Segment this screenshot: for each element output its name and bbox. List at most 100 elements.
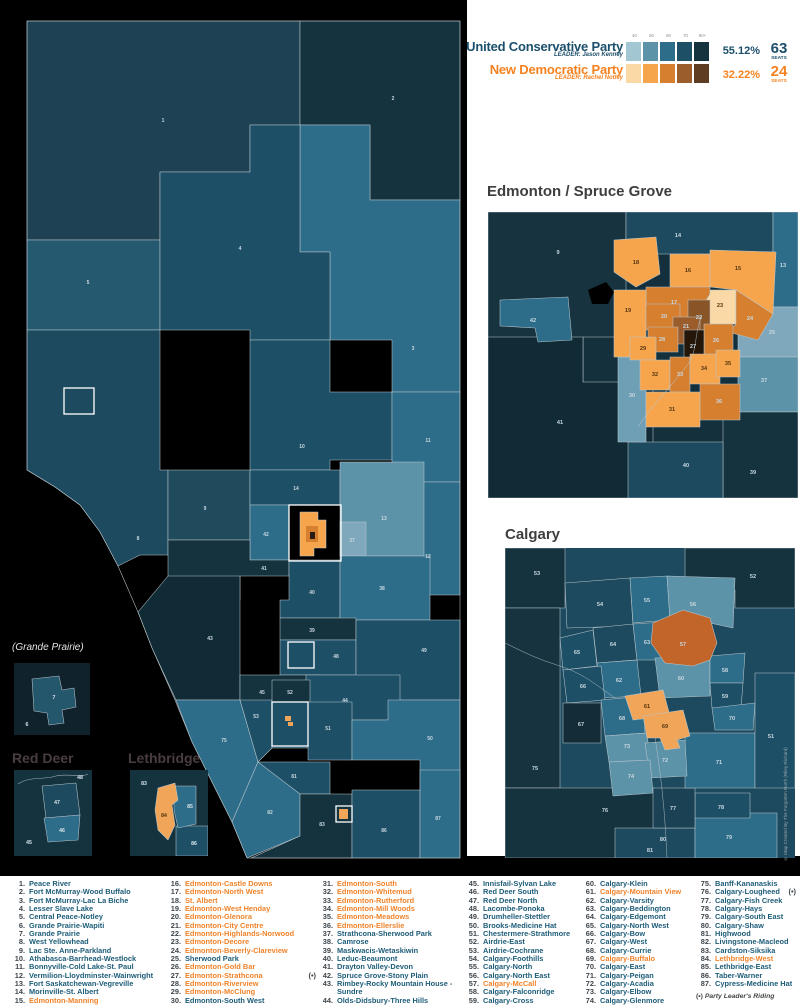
- riding-name: Edmonton-Gold Bar: [185, 962, 256, 972]
- riding-name: Drayton Valley-Devon: [337, 962, 413, 972]
- riding-region: [26, 239, 161, 331]
- footnote-marker: (•): [696, 993, 703, 1001]
- grande-prairie-inset-title: (Grande Prairie): [12, 642, 84, 653]
- riding-number: 42.: [322, 970, 333, 980]
- riding-number: 48.: [468, 904, 479, 914]
- riding-number: 64.: [585, 912, 596, 922]
- riding-number: 63.: [585, 904, 596, 914]
- riding-list-item: 10. Athabasca-Barrhead-Westlock: [10, 954, 162, 963]
- river: [505, 642, 668, 858]
- riding-number-label: 86: [381, 828, 387, 834]
- vote-share-swatch: [677, 42, 692, 61]
- riding-list-item: 31. Edmonton-South: [318, 879, 462, 888]
- riding-name: Red Deer North: [483, 895, 538, 905]
- riding-number-label: 57: [680, 642, 686, 648]
- riding-region: [249, 504, 290, 561]
- riding-name: Calgary-West: [600, 937, 648, 947]
- riding-number: 69.: [585, 954, 596, 964]
- footnote-text: Party Leader's Riding: [704, 993, 775, 1001]
- riding-region: [339, 555, 431, 621]
- riding-region: [31, 675, 77, 726]
- riding-number-label: 43: [207, 636, 213, 642]
- riding-number: 7.: [18, 929, 25, 939]
- riding-number: 39.: [322, 945, 333, 955]
- ndp-leader: LEADER: Rachel Notley: [554, 75, 623, 81]
- riding-list-item: 52. Airdrie-East: [464, 938, 579, 947]
- riding-number-label: 86: [191, 841, 197, 847]
- riding-name: Edmonton-South West: [185, 995, 265, 1005]
- riding-number: 37.: [322, 929, 333, 939]
- riding-name: Calgary-Bow: [600, 929, 646, 939]
- riding-list-item: 38. Camrose: [318, 937, 462, 947]
- riding-name: Calgary-Currie: [600, 945, 652, 955]
- scale-tick-label: 80+: [698, 33, 707, 38]
- riding-number: 53.: [468, 945, 479, 955]
- ndp-seats-label: SEATS: [771, 79, 787, 84]
- riding-list-item: 71. Calgary-Peigan: [581, 970, 693, 980]
- riding-list: 1. Peace River 2. Fort McMurray-Wood Buffal…: [0, 878, 800, 1005]
- riding-number-label: 46: [59, 828, 65, 834]
- calgary-ndp-dot: [288, 722, 293, 726]
- riding-region: [279, 639, 357, 676]
- riding-number: 83.: [700, 945, 711, 955]
- riding-region: [608, 759, 654, 797]
- riding-number: 81.: [700, 929, 711, 939]
- riding-list-item: 40. Leduc-Beaumont: [318, 954, 462, 963]
- riding-number-label: 54: [597, 602, 604, 608]
- riding-list-item: 19. Edmonton-West Henday: [166, 904, 316, 913]
- riding-name: Grande Prairie: [29, 929, 80, 939]
- riding-list-item: 21. Edmonton-City Centre: [166, 920, 316, 930]
- vote-share-swatch: [626, 42, 641, 61]
- riding-list-item: 62. Calgary-Varsity: [581, 895, 693, 905]
- riding-name: Calgary-North: [483, 962, 533, 972]
- riding-number-label: 26: [713, 338, 719, 344]
- riding-number: 82.: [700, 937, 711, 947]
- scale-tick-label: 40: [632, 33, 637, 38]
- riding-list-item: 1. Peace River: [10, 879, 162, 888]
- riding-name: Calgary-Hays: [715, 904, 763, 914]
- scale-tick-label: 60: [666, 33, 671, 38]
- riding-number-label: 9: [556, 250, 559, 256]
- riding-name: Vermilion-Lloydminster-Wainwright: [29, 970, 154, 980]
- riding-number: 4.: [18, 904, 25, 914]
- riding-name: Edmonton-Decore: [185, 937, 250, 947]
- riding-number-label: 52: [750, 574, 756, 580]
- riding-number-label: 36: [716, 399, 722, 405]
- riding-list-item: 55. Calgary-North: [464, 962, 579, 972]
- riding-list-item: 6. Grande Prairie-Wapiti: [10, 921, 162, 930]
- riding-number-label: 16: [685, 268, 691, 274]
- edmonton-ndp-darkest: [310, 532, 315, 539]
- ndp-color-scale: [626, 64, 709, 83]
- riding-list-item: 43. Rimbey-Rocky Mountain House -Sundre: [318, 980, 462, 997]
- riding-number: 11.: [15, 962, 25, 972]
- riding-region: [562, 702, 602, 744]
- riding-name: Calgary-Peigan: [600, 970, 654, 980]
- riding-region: [41, 782, 81, 819]
- riding-name: Banff-Kananaskis: [715, 879, 778, 888]
- riding-name: Edmonton-City Centre: [185, 920, 264, 930]
- riding-list-item: 75. Banff-Kananaskis: [696, 879, 796, 888]
- riding-name: Calgary-Varsity: [600, 895, 654, 905]
- riding-number-label: 83: [319, 822, 325, 828]
- riding-name: Lac Ste. Anne-Parkland: [29, 945, 112, 955]
- riding-list-item: 39. Maskwacis-Wetaskiwin: [318, 945, 462, 955]
- riding-name: St. Albert: [185, 895, 218, 905]
- riding-list-item: 44. Olds-Didsbury-Three Hills: [318, 996, 462, 1005]
- riding-number-label: 76: [602, 808, 608, 814]
- riding-number-label: 11: [425, 438, 431, 444]
- riding-list-item: 20. Edmonton-Glenora: [166, 913, 316, 922]
- riding-number-label: 48: [333, 654, 339, 660]
- vote-share-swatch: [660, 42, 675, 61]
- riding-name: Lethbridge-West: [715, 954, 774, 964]
- riding-region: [613, 236, 661, 288]
- vote-share-swatch: [694, 42, 709, 61]
- riding-name: Calgary-South East: [715, 912, 784, 922]
- riding-number-label: 72: [662, 758, 668, 764]
- riding-number: 38.: [322, 937, 333, 947]
- riding-number-label: 15: [735, 266, 741, 272]
- riding-name: Bonnyville-Cold Lake-St. Paul: [29, 962, 134, 972]
- riding-name: Drumheller-Stettler: [483, 912, 550, 922]
- riding-name: Calgary-Acadia: [600, 979, 654, 989]
- riding-number: 16.: [170, 879, 181, 888]
